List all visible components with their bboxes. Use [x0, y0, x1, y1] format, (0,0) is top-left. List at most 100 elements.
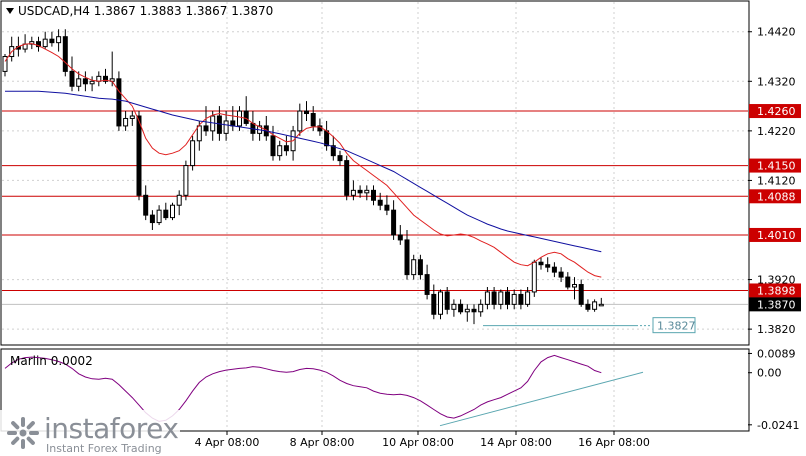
candle-body — [498, 291, 504, 305]
candle-body — [371, 189, 376, 201]
candle-body — [391, 209, 397, 236]
candle-body — [243, 110, 249, 124]
candle — [384, 195, 390, 216]
candle — [56, 29, 62, 52]
candle-body — [183, 165, 189, 196]
candle — [404, 230, 410, 280]
level-tag — [749, 227, 801, 242]
candle-body — [431, 293, 437, 315]
candle — [163, 202, 169, 221]
candle — [438, 289, 443, 320]
time-tick-label: 4 Apr 08:00 — [195, 436, 260, 449]
candle — [491, 287, 497, 310]
candle-body — [438, 291, 443, 315]
candle-body — [598, 303, 604, 307]
candle-body — [545, 264, 551, 268]
price-tick-label: 1.4220 — [757, 125, 796, 138]
candle-body — [572, 284, 577, 288]
candle — [136, 111, 142, 201]
candle-body — [29, 41, 35, 45]
candle-body — [578, 284, 584, 305]
price-tick-label: 1.4320 — [757, 75, 796, 88]
candle-body — [36, 41, 41, 48]
candle-body — [458, 303, 464, 313]
candle — [103, 68, 108, 84]
indicator-tick-label: 0.00 — [757, 367, 782, 380]
target-label: 1.3827 — [657, 320, 696, 333]
candle-body — [143, 194, 149, 216]
time-tick-label: 10 Apr 08:00 — [382, 436, 454, 449]
candle — [391, 200, 397, 240]
candle — [558, 267, 564, 283]
level-tag-label: 1.4150 — [757, 160, 796, 173]
candle — [531, 259, 537, 297]
candle — [350, 180, 356, 201]
candle — [116, 71, 122, 131]
candle-body — [505, 291, 510, 305]
high-value: 1.3883 — [139, 4, 182, 18]
candle-body — [170, 204, 175, 219]
candle-body — [223, 120, 229, 134]
candle-body — [129, 115, 135, 119]
candle — [464, 304, 470, 322]
candle-body — [230, 120, 236, 127]
candle-body — [270, 135, 276, 157]
candle-body — [397, 234, 403, 241]
time-tick-label: 14 Apr 08:00 — [480, 436, 552, 449]
candle-body — [103, 75, 108, 82]
oscillator-trendline — [439, 371, 644, 427]
candle — [69, 56, 75, 92]
candle-body — [69, 70, 75, 87]
candle-body — [478, 303, 484, 313]
candle-body — [551, 266, 557, 273]
candle — [424, 264, 430, 300]
candle — [545, 257, 551, 273]
candle — [156, 205, 162, 226]
candle-body — [310, 113, 316, 127]
candle — [2, 54, 8, 77]
low-value: 1.3867 — [185, 4, 228, 18]
candle-body — [156, 209, 162, 224]
price-tick-label: 1.3920 — [757, 274, 796, 287]
moving-averages — [4, 43, 602, 278]
candle-body — [216, 115, 222, 134]
oscillator — [4, 354, 644, 427]
candle-body — [203, 125, 209, 132]
candle-body — [76, 78, 82, 87]
candle-body — [297, 110, 303, 132]
candle-body — [283, 145, 289, 152]
candle-body — [531, 261, 537, 293]
candle — [304, 101, 309, 121]
candle-body — [592, 301, 598, 310]
candle-body — [364, 189, 370, 194]
level-tag — [749, 283, 801, 298]
candle-body — [444, 291, 450, 310]
candle — [458, 299, 464, 315]
candle-body — [190, 140, 196, 167]
dropdown-triangle-icon[interactable] — [6, 8, 14, 14]
candle — [592, 299, 598, 312]
price-tick-label: 1.4420 — [757, 26, 796, 39]
level-tag-label: 1.3898 — [757, 284, 796, 297]
time-axis: 4 Apr 08:00 8 Apr 08:00 10 Apr 08:00 14 Apr… — [195, 431, 650, 449]
current-price-tag — [749, 297, 801, 312]
indicator-axis: 0.0089 0.00 -0.0241 — [748, 347, 799, 432]
candle-body — [411, 259, 417, 276]
candle — [49, 31, 55, 47]
level-tag-label: 1.4088 — [757, 190, 796, 203]
candle-body — [525, 291, 531, 305]
candle — [364, 185, 370, 201]
candle — [444, 287, 450, 315]
fast-moving-average-line — [4, 43, 602, 278]
candle — [505, 287, 510, 310]
candle — [498, 289, 504, 310]
candle — [598, 297, 604, 307]
candle-body — [89, 80, 95, 85]
candle-body — [330, 145, 336, 157]
symbol-label: USDCAD,H4 — [18, 4, 90, 18]
candle-body — [538, 261, 544, 266]
close-value: 1.3870 — [231, 4, 274, 18]
level-tag — [749, 189, 801, 204]
candle-body — [511, 293, 517, 305]
candle — [183, 160, 189, 201]
